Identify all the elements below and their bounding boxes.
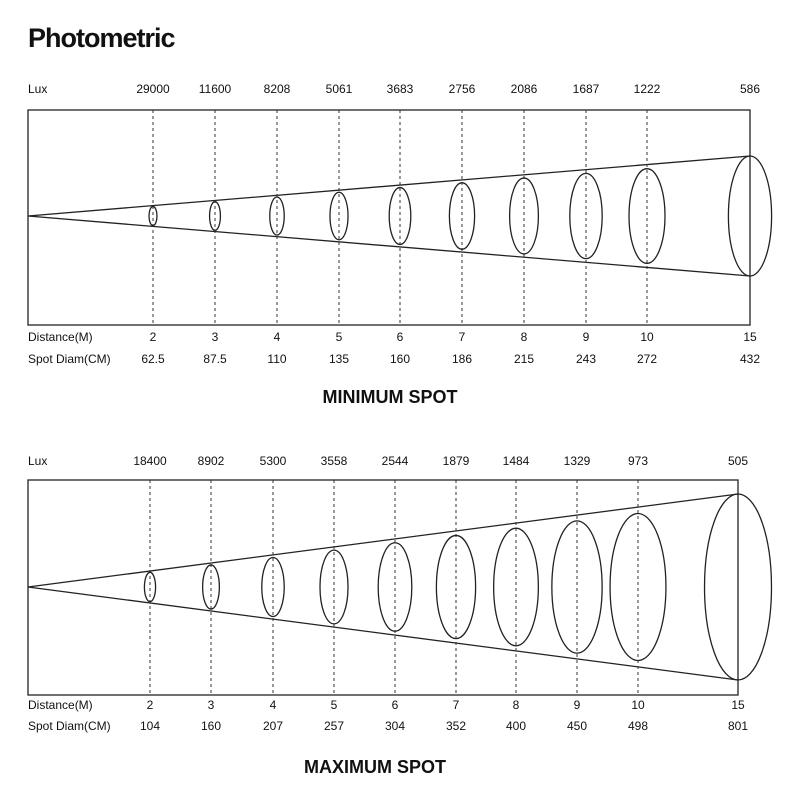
spot-ellipse: [201, 564, 221, 610]
spot-diam-value: 243: [576, 352, 596, 366]
spot-diam-value: 62.5: [141, 352, 165, 366]
spot-diam-value: 87.5: [203, 352, 227, 366]
spot-diam-value: 272: [637, 352, 657, 366]
spot-diam-value: 304: [385, 719, 405, 733]
spot-ellipse: [435, 534, 477, 640]
lux-value: 8208: [264, 82, 291, 96]
distance-value: 10: [631, 698, 645, 712]
lux-value: 586: [740, 82, 760, 96]
spot-ellipse: [329, 191, 349, 241]
spot-diam-value: 186: [452, 352, 472, 366]
spot-ellipse: [208, 201, 222, 231]
spot-ellipse: [261, 556, 285, 618]
distance-value: 3: [208, 698, 215, 712]
row-label: Distance(M): [28, 698, 93, 712]
spot-diam-value: 207: [263, 719, 283, 733]
row-label: Spot Diam(CM): [28, 352, 111, 366]
lux-value: 11600: [199, 82, 232, 96]
beam-cone: [27, 155, 751, 277]
spot-ellipse: [143, 571, 157, 603]
distance-value: 6: [397, 330, 404, 344]
spot-ellipse: [609, 512, 667, 662]
distance-value: 10: [640, 330, 654, 344]
distance-value: 15: [743, 330, 757, 344]
distance-value: 2: [147, 698, 154, 712]
lux-value: 1484: [503, 454, 530, 468]
lux-value: 2544: [382, 454, 409, 468]
spot-ellipse: [628, 168, 666, 264]
spot-ellipse: [551, 520, 603, 654]
spot-ellipse: [377, 542, 413, 632]
panel-caption: MAXIMUM SPOT: [304, 757, 446, 777]
distance-value: 3: [212, 330, 219, 344]
panel-caption: MINIMUM SPOT: [323, 387, 458, 407]
row-label: Lux: [28, 454, 47, 468]
title: Photometric: [28, 23, 176, 53]
distance-value: 8: [521, 330, 528, 344]
spot-ellipse: [727, 155, 773, 277]
lux-value: 8902: [198, 454, 225, 468]
spot-ellipse: [269, 196, 285, 236]
lux-value: 3558: [321, 454, 348, 468]
distance-value: 4: [274, 330, 281, 344]
distance-value: 6: [392, 698, 399, 712]
spot-diam-value: 432: [740, 352, 760, 366]
spot-diam-value: 215: [514, 352, 534, 366]
panel-box: [27, 479, 739, 696]
spot-ellipse: [493, 527, 539, 647]
lux-value: 1329: [564, 454, 591, 468]
row-label: Lux: [28, 82, 47, 96]
lux-value: 1687: [573, 82, 600, 96]
distance-value: 5: [331, 698, 338, 712]
spot-diam-value: 498: [628, 719, 648, 733]
spot-ellipse: [508, 177, 540, 255]
distance-value: 7: [459, 330, 466, 344]
lux-value: 29000: [136, 82, 170, 96]
lux-value: 18400: [133, 454, 167, 468]
beam-cone: [27, 493, 739, 681]
spot-ellipse: [388, 186, 412, 246]
spot-diam-value: 104: [140, 719, 160, 733]
distance-value: 9: [574, 698, 581, 712]
distance-value: 2: [150, 330, 157, 344]
spot-diam-value: 135: [329, 352, 349, 366]
lux-value: 973: [628, 454, 648, 468]
spot-diam-value: 160: [390, 352, 410, 366]
lux-value: 5061: [326, 82, 353, 96]
spot-ellipse: [569, 172, 603, 260]
spot-diam-value: 450: [567, 719, 587, 733]
lux-value: 2086: [511, 82, 538, 96]
spot-diam-value: 801: [728, 719, 748, 733]
lux-value: 1879: [443, 454, 470, 468]
lux-value: 5300: [260, 454, 287, 468]
lux-value: 3683: [387, 82, 414, 96]
lux-value: 2756: [449, 82, 476, 96]
spot-ellipse: [448, 182, 476, 250]
spot-diam-value: 400: [506, 719, 526, 733]
spot-ellipse: [319, 549, 349, 625]
distance-value: 5: [336, 330, 343, 344]
spot-diam-value: 352: [446, 719, 466, 733]
spot-ellipse: [148, 205, 158, 227]
lux-value: 505: [728, 454, 748, 468]
distance-value: 8: [513, 698, 520, 712]
distance-value: 9: [583, 330, 590, 344]
row-label: Distance(M): [28, 330, 93, 344]
spot-diam-value: 160: [201, 719, 221, 733]
spot-ellipse: [703, 493, 773, 681]
distance-value: 15: [731, 698, 745, 712]
distance-value: 7: [453, 698, 460, 712]
spot-diam-value: 110: [267, 352, 286, 366]
row-label: Spot Diam(CM): [28, 719, 111, 733]
lux-value: 1222: [634, 82, 661, 96]
spot-diam-value: 257: [324, 719, 344, 733]
panel-box: [27, 109, 751, 326]
distance-value: 4: [270, 698, 277, 712]
